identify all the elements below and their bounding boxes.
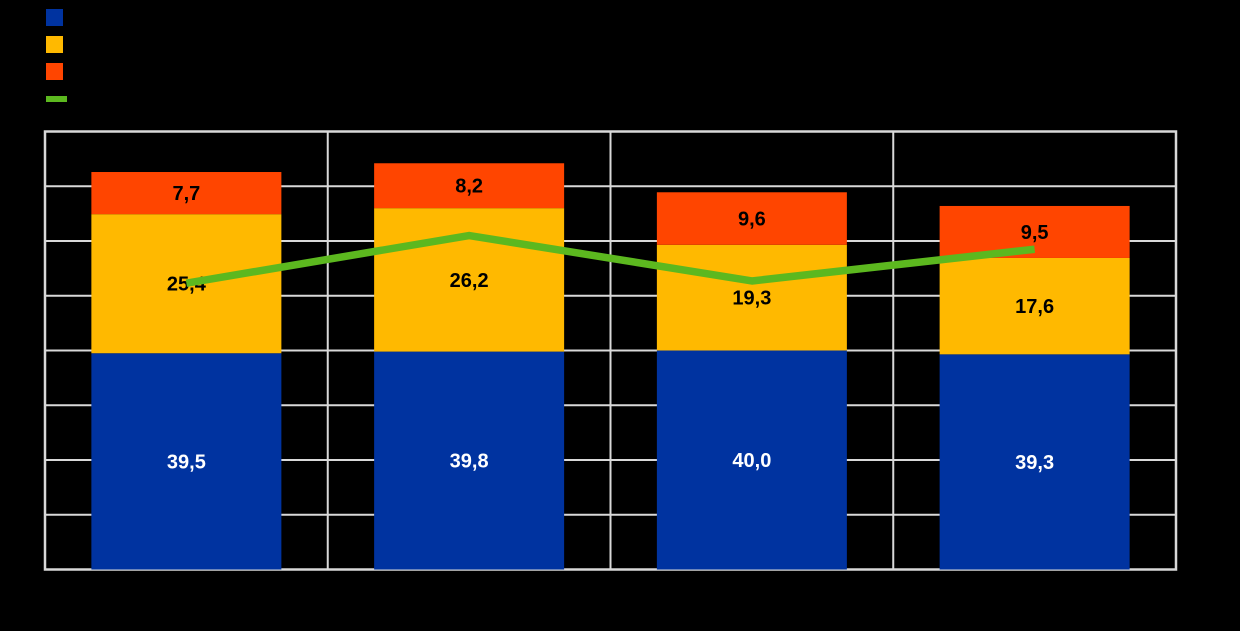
- bar-segment-orange-top-segment: [656, 192, 847, 245]
- bar-segment-blue-bottom-segment: [91, 353, 282, 570]
- legend-swatch-blue-square: [46, 9, 63, 26]
- bar-value-label: 39,8: [450, 451, 489, 473]
- plot-frame: [43, 130, 1178, 571]
- legend-item-orange-series: [46, 58, 67, 85]
- bar-value-label: 8,2: [455, 176, 483, 198]
- bar-value-label: 26,2: [450, 270, 489, 292]
- bar-segment-amber-middle-segment: [656, 244, 847, 351]
- legend-item-blue-series: [46, 4, 67, 31]
- bar-segment-amber-middle-segment: [91, 214, 282, 354]
- bar-segment-blue-bottom-segment: [939, 354, 1130, 570]
- legend-swatch-amber-square: [46, 36, 63, 53]
- chart-legend: [46, 4, 67, 112]
- bar-value-label: 9,6: [738, 209, 766, 231]
- bar-value-label: 9,5: [1021, 222, 1049, 244]
- legend-swatch-orange-square: [46, 63, 63, 80]
- bar-value-label: 39,5: [167, 451, 206, 473]
- bar-value-label: 39,3: [1015, 452, 1054, 474]
- bar-segment-amber-middle-segment: [939, 257, 1130, 355]
- bar-value-label: 7,7: [172, 183, 200, 205]
- trend-line: [185, 231, 1036, 287]
- bar-value-label: 17,6: [1015, 296, 1054, 318]
- bar-value-label: 40,0: [732, 450, 771, 472]
- legend-item-amber-series: [46, 31, 67, 58]
- bar-segment-orange-top-segment: [91, 172, 282, 215]
- bar-segment-orange-top-segment: [374, 163, 565, 209]
- bar-segment-blue-bottom-segment: [656, 350, 847, 570]
- bar-value-label: 19,3: [732, 288, 771, 310]
- legend-item-green-line-series: [46, 85, 67, 112]
- legend-swatch-green-line: [46, 95, 67, 102]
- bar-segment-blue-bottom-segment: [374, 351, 565, 570]
